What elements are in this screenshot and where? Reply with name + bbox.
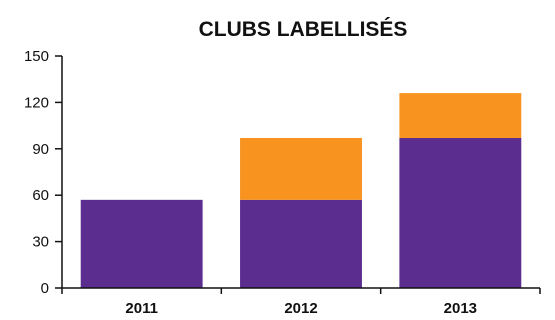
x-axis: 2011 2012 2013 — [61, 287, 541, 317]
y-tick-label: 120 — [24, 94, 49, 111]
bar-2011-segment-1 — [80, 199, 203, 288]
y-tick-label: 90 — [32, 141, 49, 158]
y-axis: 0 30 60 90 120 150 — [24, 48, 63, 297]
bar-2012-segment-2 — [240, 137, 362, 200]
bars — [80, 93, 522, 288]
y-tick-label: 150 — [24, 48, 49, 65]
y-tick-label: 30 — [32, 234, 49, 251]
chart-title: CLUBS LABELLISÉS — [199, 18, 408, 41]
y-tick-label: 0 — [41, 280, 49, 297]
y-tick-label: 60 — [32, 187, 49, 204]
bar-2012-segment-1 — [240, 199, 362, 288]
x-tick-label: 2011 — [125, 300, 158, 317]
bar-2013-segment-1 — [399, 137, 522, 288]
bar-2013-segment-2 — [399, 93, 522, 138]
x-tick-label: 2013 — [444, 300, 477, 317]
x-tick-label: 2012 — [284, 300, 317, 317]
